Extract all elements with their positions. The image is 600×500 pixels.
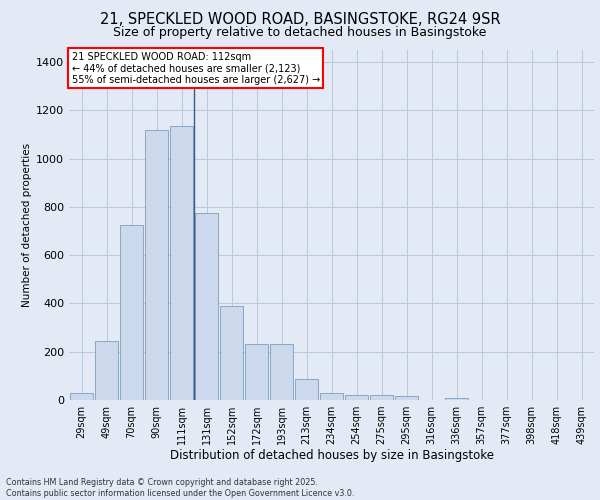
Bar bbox=[119, 225, 143, 400]
Bar bbox=[194, 213, 218, 400]
X-axis label: Distribution of detached houses by size in Basingstoke: Distribution of detached houses by size … bbox=[170, 448, 493, 462]
Bar bbox=[145, 130, 169, 400]
Bar bbox=[320, 393, 343, 400]
Text: Size of property relative to detached houses in Basingstoke: Size of property relative to detached ho… bbox=[113, 26, 487, 39]
Y-axis label: Number of detached properties: Number of detached properties bbox=[22, 143, 32, 307]
Bar bbox=[445, 398, 469, 400]
Bar bbox=[220, 306, 244, 400]
Bar bbox=[70, 393, 94, 400]
Bar bbox=[170, 126, 193, 400]
Text: 21 SPECKLED WOOD ROAD: 112sqm
← 44% of detached houses are smaller (2,123)
55% o: 21 SPECKLED WOOD ROAD: 112sqm ← 44% of d… bbox=[71, 52, 320, 85]
Bar bbox=[395, 396, 418, 400]
Text: 21, SPECKLED WOOD ROAD, BASINGSTOKE, RG24 9SR: 21, SPECKLED WOOD ROAD, BASINGSTOKE, RG2… bbox=[100, 12, 500, 28]
Bar bbox=[370, 395, 394, 400]
Bar bbox=[269, 344, 293, 400]
Bar bbox=[344, 395, 368, 400]
Bar bbox=[245, 344, 268, 400]
Bar bbox=[295, 380, 319, 400]
Text: Contains HM Land Registry data © Crown copyright and database right 2025.
Contai: Contains HM Land Registry data © Crown c… bbox=[6, 478, 355, 498]
Bar bbox=[95, 341, 118, 400]
